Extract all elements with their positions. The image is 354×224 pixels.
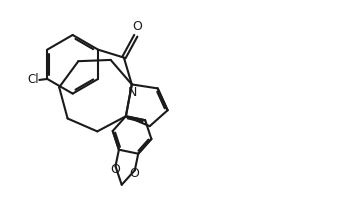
Text: N: N	[128, 86, 137, 99]
Text: Cl: Cl	[28, 73, 39, 86]
Text: O: O	[110, 163, 120, 176]
Text: O: O	[132, 20, 142, 33]
Text: O: O	[129, 167, 139, 180]
